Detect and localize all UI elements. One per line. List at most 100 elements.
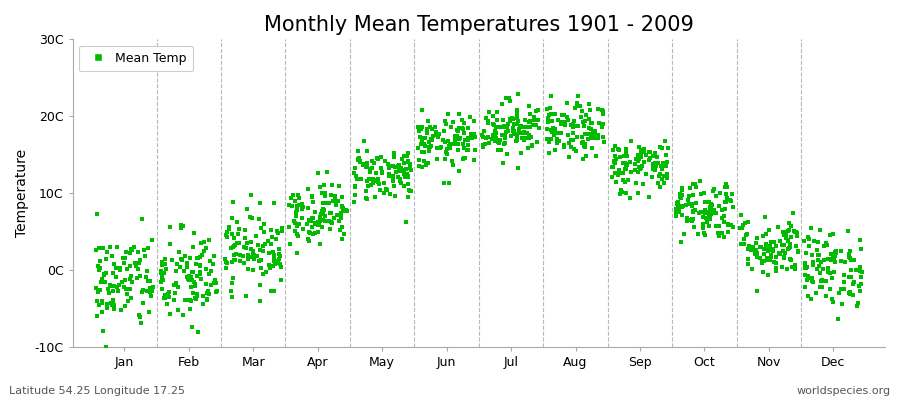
Point (453, 135, 467, 141)
Point (256, 229, 271, 235)
Point (570, 134, 584, 140)
Point (106, 297, 121, 303)
Point (264, 288, 278, 295)
Point (156, 276, 170, 283)
Point (698, 207, 712, 213)
Point (491, 138, 505, 145)
Point (800, 277, 814, 283)
Point (444, 141, 458, 147)
Point (547, 132, 562, 138)
Point (521, 134, 535, 141)
Point (490, 108, 504, 115)
Point (777, 255, 791, 262)
Point (675, 192, 689, 198)
Point (447, 139, 462, 145)
Point (187, 279, 202, 286)
Point (498, 133, 512, 139)
Point (413, 126, 428, 132)
Point (258, 241, 273, 247)
Point (614, 170, 628, 176)
Point (634, 162, 649, 169)
Point (245, 215, 259, 221)
Point (608, 170, 622, 176)
Point (400, 166, 414, 172)
Point (104, 253, 119, 259)
Point (424, 136, 438, 142)
Point (190, 293, 204, 299)
Point (686, 192, 700, 198)
Point (507, 120, 521, 127)
Point (642, 149, 656, 155)
Point (397, 174, 411, 180)
Point (544, 104, 558, 111)
Point (836, 271, 850, 278)
Point (797, 238, 812, 244)
Point (561, 116, 575, 123)
Point (503, 118, 517, 124)
Point (377, 158, 392, 164)
Point (171, 306, 185, 313)
Point (91, 289, 105, 296)
Point (635, 181, 650, 188)
Point (761, 246, 776, 252)
Point (356, 161, 371, 168)
Point (94, 276, 109, 282)
Point (481, 119, 495, 125)
Point (289, 213, 303, 219)
Point (844, 266, 859, 273)
Point (456, 120, 471, 126)
Point (259, 269, 274, 275)
Point (486, 132, 500, 138)
Point (199, 266, 213, 272)
Point (605, 174, 619, 180)
Point (249, 253, 264, 260)
Point (498, 134, 512, 140)
Point (374, 169, 389, 176)
Point (159, 266, 174, 273)
Point (489, 124, 503, 130)
Point (738, 220, 752, 226)
Point (381, 161, 395, 167)
Point (310, 229, 325, 235)
Point (814, 277, 829, 283)
Point (456, 156, 471, 162)
Point (139, 274, 153, 280)
Point (674, 203, 688, 209)
Point (612, 146, 626, 153)
Point (487, 122, 501, 128)
Point (117, 284, 131, 291)
Point (813, 226, 827, 233)
Point (266, 200, 281, 206)
Point (809, 246, 824, 253)
Point (363, 169, 377, 175)
Point (654, 164, 669, 170)
Point (510, 137, 525, 144)
Point (188, 283, 202, 290)
Point (568, 105, 582, 111)
Point (290, 222, 304, 229)
Point (359, 178, 374, 184)
Point (501, 120, 516, 127)
Point (400, 158, 415, 165)
Point (761, 256, 776, 262)
Point (788, 228, 803, 235)
Point (461, 137, 475, 143)
Point (401, 173, 416, 180)
Point (639, 152, 653, 158)
Point (428, 129, 443, 136)
Point (415, 137, 429, 143)
Point (689, 184, 704, 190)
Point (374, 187, 388, 193)
Point (421, 160, 436, 167)
Point (837, 278, 851, 285)
Point (270, 260, 284, 266)
Point (497, 141, 511, 147)
Point (523, 118, 537, 124)
Point (777, 229, 791, 236)
Point (587, 134, 601, 140)
Point (510, 90, 525, 97)
Point (308, 209, 322, 215)
Point (571, 123, 585, 129)
Point (222, 226, 237, 232)
Point (852, 283, 867, 289)
